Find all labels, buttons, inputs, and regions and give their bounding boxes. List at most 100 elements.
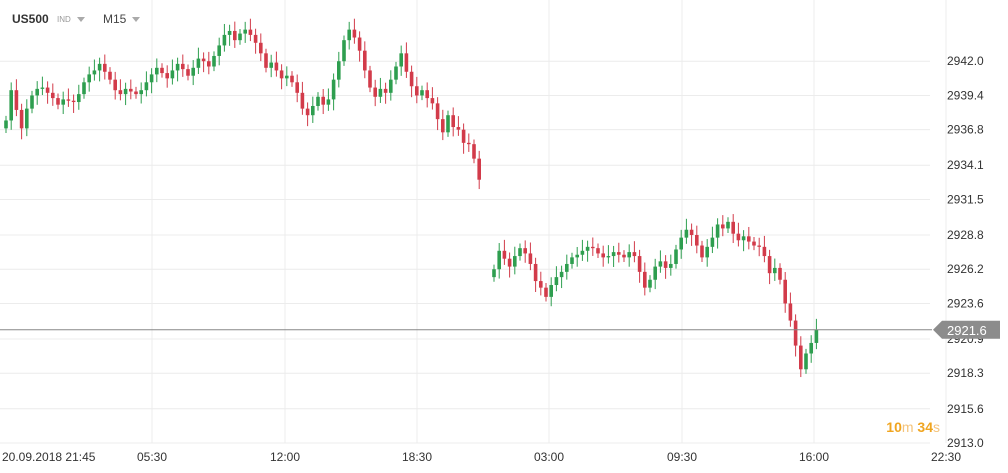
candle bbox=[648, 275, 652, 293]
candle bbox=[585, 240, 590, 262]
candle bbox=[373, 79, 377, 107]
candle bbox=[155, 58, 159, 83]
candle bbox=[321, 89, 325, 115]
candle bbox=[684, 218, 689, 244]
candle bbox=[14, 79, 19, 117]
candle bbox=[809, 335, 813, 363]
candle bbox=[248, 18, 253, 42]
candle bbox=[363, 41, 367, 79]
candle bbox=[726, 217, 730, 234]
candle bbox=[752, 236, 756, 251]
candle bbox=[165, 65, 169, 88]
candle bbox=[227, 24, 232, 46]
candle bbox=[207, 51, 211, 75]
x-tick-label: 18:30 bbox=[402, 450, 432, 464]
x-tick-label: 03:00 bbox=[534, 450, 564, 464]
candle bbox=[233, 21, 237, 48]
candle bbox=[533, 257, 538, 293]
candle bbox=[643, 262, 647, 296]
candle bbox=[269, 54, 273, 78]
candle bbox=[30, 90, 34, 114]
candle bbox=[77, 84, 81, 110]
candle bbox=[97, 57, 102, 82]
candle bbox=[637, 249, 642, 283]
candle bbox=[123, 82, 128, 106]
candle bbox=[45, 81, 50, 104]
candle bbox=[622, 250, 626, 262]
countdown-minutes-unit: m bbox=[901, 419, 914, 435]
candle bbox=[477, 150, 481, 190]
candle bbox=[399, 45, 403, 76]
timeframe-selector[interactable]: M15 bbox=[103, 12, 141, 26]
candle bbox=[35, 81, 39, 105]
candle bbox=[274, 51, 279, 77]
countdown-seconds: 34 bbox=[917, 419, 933, 435]
candle bbox=[788, 292, 793, 327]
candle bbox=[337, 51, 341, 88]
y-tick-label: 2926.2 bbox=[947, 262, 984, 276]
candle bbox=[217, 37, 221, 66]
candle bbox=[814, 318, 819, 350]
candle bbox=[9, 82, 13, 130]
candle bbox=[342, 35, 346, 66]
y-tick-label: 2934.1 bbox=[947, 158, 984, 172]
candle bbox=[430, 87, 435, 110]
candle bbox=[108, 67, 112, 85]
candle bbox=[415, 76, 419, 104]
candle bbox=[767, 249, 772, 285]
candle bbox=[4, 115, 8, 133]
candle bbox=[580, 239, 585, 261]
candle bbox=[674, 244, 678, 269]
candle bbox=[290, 71, 294, 87]
candle bbox=[181, 54, 185, 77]
candle bbox=[679, 229, 683, 259]
candle bbox=[368, 65, 372, 93]
candle bbox=[606, 245, 611, 264]
candle bbox=[92, 59, 97, 81]
candle bbox=[783, 271, 787, 313]
candle bbox=[762, 235, 767, 263]
candle bbox=[222, 23, 227, 52]
candle bbox=[347, 21, 351, 50]
candle bbox=[51, 83, 55, 106]
y-tick-label: 2939.4 bbox=[947, 88, 984, 102]
candle bbox=[451, 107, 455, 137]
candle bbox=[331, 73, 336, 111]
candle bbox=[596, 243, 600, 259]
candle bbox=[186, 64, 190, 81]
candle bbox=[25, 99, 29, 137]
candle bbox=[61, 91, 65, 115]
current-price-label: 2921.6 bbox=[947, 323, 987, 338]
candle bbox=[544, 283, 548, 302]
y-axis: 2942.0 2939.4 2936.8 2934.1 2931.5 2928.8 2926… bbox=[947, 54, 984, 450]
candle bbox=[435, 97, 440, 131]
candle bbox=[103, 54, 107, 80]
instrument-type-selector[interactable]: IND bbox=[57, 15, 85, 24]
y-tick-label: 2923.6 bbox=[947, 296, 984, 310]
candle bbox=[736, 222, 741, 247]
x-tick-label: 09:30 bbox=[667, 450, 697, 464]
candle bbox=[357, 31, 362, 62]
chart-toolbar: US500 IND M15 bbox=[0, 0, 620, 40]
y-tick-label: 2913.0 bbox=[947, 436, 984, 450]
candle bbox=[565, 254, 569, 280]
candle bbox=[87, 66, 91, 92]
candle-countdown: 10m 34s bbox=[886, 419, 940, 435]
candle bbox=[539, 271, 543, 296]
candle bbox=[191, 60, 195, 86]
candle bbox=[570, 252, 574, 269]
symbol-selector[interactable]: US500 bbox=[12, 12, 49, 26]
candle bbox=[446, 110, 450, 137]
candle bbox=[757, 237, 761, 257]
y-tick-label: 2936.8 bbox=[947, 123, 984, 137]
candle bbox=[300, 81, 305, 115]
candle bbox=[352, 18, 357, 44]
candle bbox=[601, 245, 605, 267]
timeframe-label: M15 bbox=[103, 12, 127, 26]
candle bbox=[420, 85, 424, 101]
x-tick-label: 05:30 bbox=[137, 450, 167, 464]
chevron-down-icon bbox=[76, 17, 85, 22]
candle bbox=[554, 266, 559, 292]
candle bbox=[658, 250, 663, 273]
